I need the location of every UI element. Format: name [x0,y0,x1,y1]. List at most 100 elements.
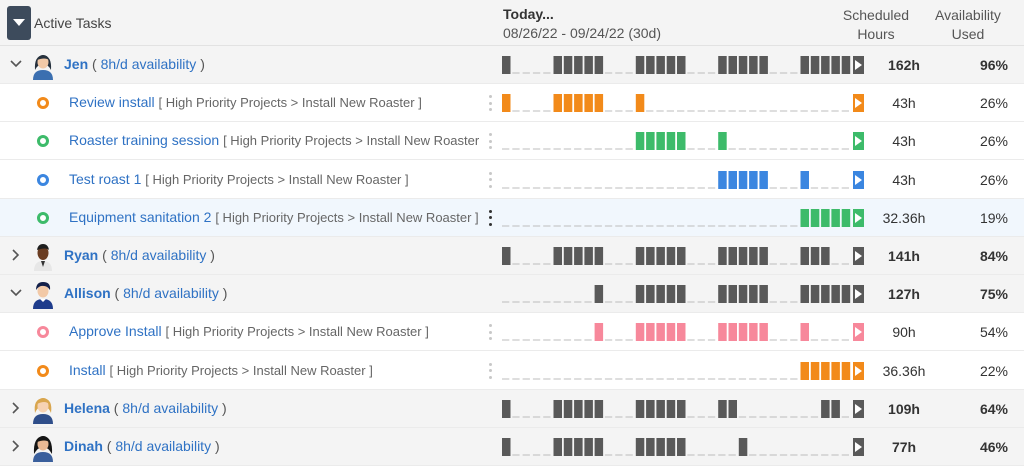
availability-used: 64% [979,400,1008,417]
timeline-day-block [738,323,748,342]
more-options-icon[interactable] [488,171,492,188]
task-name[interactable]: Install [69,361,106,378]
more-options-icon[interactable] [488,209,492,226]
more-options-icon[interactable] [488,324,492,341]
timeline-day-empty [604,301,613,303]
person-name-text[interactable]: Helena [64,399,110,416]
timeline-day-empty [841,148,849,150]
availability-link[interactable]: 8h/d availability [100,56,197,72]
timeline-day-empty [563,225,572,227]
timeline[interactable] [502,170,864,189]
task-row[interactable]: Roaster training session [ High Priority… [0,122,1024,161]
task-status-icon[interactable] [37,173,49,186]
task-name[interactable]: Approve Install [69,323,162,340]
task-name[interactable]: Review install [69,94,155,111]
person-name[interactable]: Jen ( 8h/d availability ) [64,56,205,72]
person-row[interactable]: Ryan ( 8h/d availability ) 141h 84% [0,237,1024,275]
timeline-bars [502,56,864,74]
task-status-icon[interactable] [37,135,49,148]
timeline-day-block [635,285,645,304]
task-row[interactable]: Equipment sanitation 2 [ High Priority P… [0,198,1024,237]
task-name[interactable]: Test roast 1 [69,170,142,187]
chevron-right-icon[interactable] [10,249,22,261]
timeline[interactable] [502,399,864,418]
timeline[interactable] [502,323,864,342]
task-status-icon[interactable] [37,364,49,377]
timeline-day-empty [553,339,561,341]
timeline-day-block [553,247,562,265]
timeline[interactable] [502,361,864,380]
timeline-day-empty [512,110,520,112]
person-name-text[interactable]: Dinah [64,438,103,454]
task-name[interactable]: Equipment sanitation 2 [69,208,212,225]
timeline-day-empty [532,454,541,456]
timeline-day-block [810,247,820,265]
person-name-text[interactable]: Ryan [64,247,99,263]
timeline-day-empty [841,454,849,456]
timeline-day-empty [625,301,633,303]
chevron-down-icon[interactable] [10,287,22,299]
timeline-day-empty [687,339,695,341]
timeline-day-block [831,56,840,74]
task-status-icon[interactable] [37,97,49,110]
person-name[interactable]: Allison ( 8h/d availability ) [64,285,227,301]
timeline[interactable] [502,56,864,74]
more-options-icon[interactable] [488,95,492,112]
person-name-text[interactable]: Jen [64,56,89,72]
collapse-all-button[interactable] [7,6,31,40]
task-row[interactable]: Install [ High Priority Projects > Insta… [0,351,1024,390]
availability-link[interactable]: 8h/d availability [123,285,219,302]
chevron-right-icon[interactable] [10,440,22,452]
timeline-day-block [635,399,645,418]
timeline-day-block [821,285,830,304]
person-name-text[interactable]: Allison [64,285,111,302]
timeline[interactable] [502,438,864,456]
timeline-day-empty [522,454,530,456]
timeline-day-empty [810,187,819,189]
availability-used: 84% [979,248,1008,264]
task-row[interactable]: Approve Install [ High Priority Projects… [0,313,1024,352]
timeline-day-empty [625,454,633,456]
timeline-day-empty [821,148,829,150]
availability-link[interactable]: 8h/d availability [122,399,219,416]
timeline-day-empty [707,378,716,380]
person-row[interactable]: Allison ( 8h/d availability ) 127h 75% [0,275,1024,314]
person-row[interactable]: Dinah ( 8h/d availability ) 77h 46% [0,428,1024,466]
person-row[interactable]: Helena ( 8h/d availability ) 109h 64% [0,389,1024,428]
timeline[interactable] [502,208,864,227]
task-name[interactable]: Roaster training session [69,132,220,149]
timeline[interactable] [502,132,864,151]
person-row[interactable]: Jen ( 8h/d availability ) 162h 96% [0,46,1024,84]
availability-link[interactable]: 8h/d availability [110,247,207,263]
task-status-icon[interactable] [37,326,49,339]
task-row[interactable]: Test roast 1 [ High Priority Projects > … [0,160,1024,199]
availability-link[interactable]: 8h/d availability [115,438,212,454]
timeline[interactable] [502,247,864,265]
timeline-day-empty [677,187,685,189]
timeline-day-empty [553,225,561,227]
task-row[interactable]: Review install [ High Priority Projects … [0,84,1024,123]
timeline-day-block [810,285,820,304]
more-options-icon[interactable] [488,362,492,379]
timeline-day-empty [779,301,788,303]
timeline[interactable] [502,285,864,304]
timeline-day-empty [512,416,520,418]
chevron-down-icon[interactable] [10,58,22,70]
timeline[interactable] [502,94,864,113]
person-name[interactable]: Helena ( 8h/d availability ) [64,400,227,416]
timeline-day-empty [625,339,633,341]
task-status-icon[interactable] [37,211,49,224]
timeline-day-empty [604,148,613,150]
timeline-day-block [646,132,655,151]
timeline-day-empty [532,110,541,112]
person-name[interactable]: Dinah ( 8h/d availability ) [64,438,220,454]
person-name[interactable]: Ryan ( 8h/d availability ) [64,247,215,263]
chevron-right-icon[interactable] [10,402,22,414]
timeline-day-block [749,56,758,74]
timeline-day-block [718,56,727,74]
today-button[interactable]: Today... [503,6,554,22]
task-path: [ High Priority Projects > Install New R… [158,95,422,111]
timeline-day-block [718,170,727,189]
timeline-day-empty [687,72,695,74]
more-options-icon[interactable] [488,133,492,150]
